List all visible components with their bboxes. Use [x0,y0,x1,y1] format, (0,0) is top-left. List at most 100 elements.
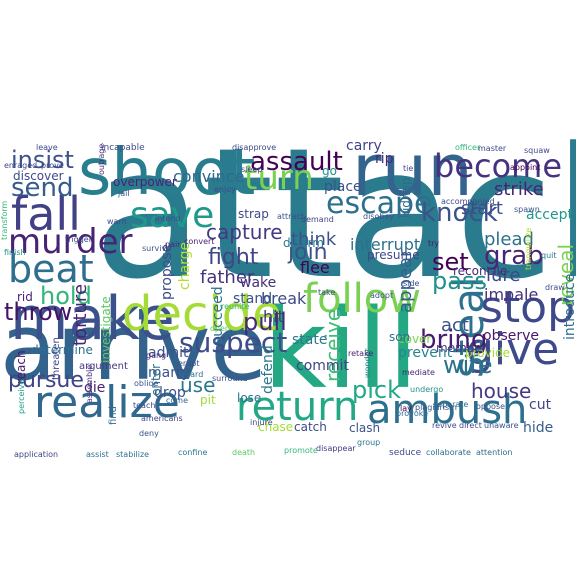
word-teach: teach [133,401,155,410]
word-catch: catch [294,420,327,434]
word-hide: hide [523,420,553,436]
word-marry: marry [148,365,190,381]
word-appoint: appoint [510,163,540,172]
word-cover: cover [398,332,431,346]
word-reveal: reveal [554,244,576,306]
word-fall: fall [11,187,81,241]
word-throw: throw [4,298,72,326]
word-convert: convert [184,237,214,246]
word-realize: realize [34,377,180,428]
word-retake: retake [348,349,373,358]
word-lure: lure [486,265,521,286]
word-break: break [261,289,307,308]
word-leave: leave [36,143,58,152]
word-assault: assault [250,147,343,177]
word-hit: hit [263,307,284,326]
word-come: come [166,396,188,405]
word-application: application [14,450,58,459]
word-try: try [428,239,439,248]
word-warn: warn [107,217,127,226]
word-wife: wife [443,351,493,379]
word-think: think [291,229,337,250]
word-bring: bring [420,325,487,355]
word-separate: separate [433,400,468,409]
word-incapable: incapable [101,143,145,153]
word-argument: argument [79,361,128,372]
word-prevent: prevent [398,345,453,361]
word-threaten: threaten [51,337,62,380]
word-injure: injure [250,418,273,427]
word-accept: accept [526,207,573,223]
word-arrive: arrive [0,294,267,401]
word-enraged: enraged [4,161,37,170]
word-seduce: seduce [389,448,422,458]
word-turn: turn [244,158,314,198]
word-place: place [324,179,362,195]
word-carry: carry [346,138,382,154]
word-disarm: disarm [283,236,324,250]
word-assemble: assemble [85,365,94,403]
word-capture: capture [206,220,283,244]
word-pair: pair [165,240,181,249]
word-murder: murder [8,222,133,262]
word-tranquilize: tranquilize [524,228,533,270]
word-reconcile: reconcile [453,264,507,278]
word-perceive: perceive [17,380,26,414]
word-follow: follow [303,276,421,322]
word-disapprove: disapprove [232,143,276,152]
word-succeed: succeed [210,286,226,344]
word-transform: transform [0,201,9,240]
word-steal: steal [444,276,493,378]
word-drop: drop [154,385,186,401]
word-pursue: pursue [8,368,84,393]
word-torture: torture [70,284,91,346]
word-plagiarism: plagiarism [415,403,457,412]
word-strike: strike [494,179,544,200]
word-prove: prove [41,161,64,170]
word-make: make [10,284,175,354]
word-unaware: unaware [484,421,519,430]
word-clash: clash [349,421,380,435]
word-pit: pit [200,393,216,407]
word-master: master [478,144,507,153]
word-start: start [461,198,503,219]
word-rip: rip [375,151,394,167]
word-ambush: ambush [367,387,527,433]
word-trigger: trigger [65,235,93,244]
word-plead: plead [484,229,534,250]
word-shoot: shoot [78,136,255,210]
word-state: state [292,332,327,348]
word-assist: assist [86,450,109,459]
word-fight: fight [208,245,259,270]
word-adopt: adopt [370,291,393,300]
word-pass: pass [432,267,487,295]
word-charge: charge [177,242,193,290]
word-pull: pull [243,308,287,336]
word-escape: escape [326,186,432,221]
word-decide: decide [122,286,282,342]
word-pick: pick [352,376,401,404]
word-group: group [357,438,380,447]
word-convince: convince [173,167,244,186]
word-demand: demand [301,215,334,224]
word-beat: beat [8,247,94,291]
word-intend: intend [155,214,181,223]
word-reunite: reunite [221,302,250,311]
word-determine: determine [31,343,93,357]
word-provoke: provoke [396,409,428,418]
word-officer: officer [455,143,481,152]
word-member: member [436,341,487,355]
word-introduce: introduce [562,274,576,340]
word-share: share [124,263,146,272]
word-collaborate: collaborate [426,448,471,457]
word-open: open [210,324,230,333]
word-commit: commit [296,358,349,374]
word-obliqe: obliqe [134,379,158,388]
word-attract: attract [277,212,304,221]
word-investigate: investigate [99,296,113,363]
word-gang: gang [146,351,166,360]
word-take: take [318,288,335,297]
word-surround: surround [212,374,248,383]
